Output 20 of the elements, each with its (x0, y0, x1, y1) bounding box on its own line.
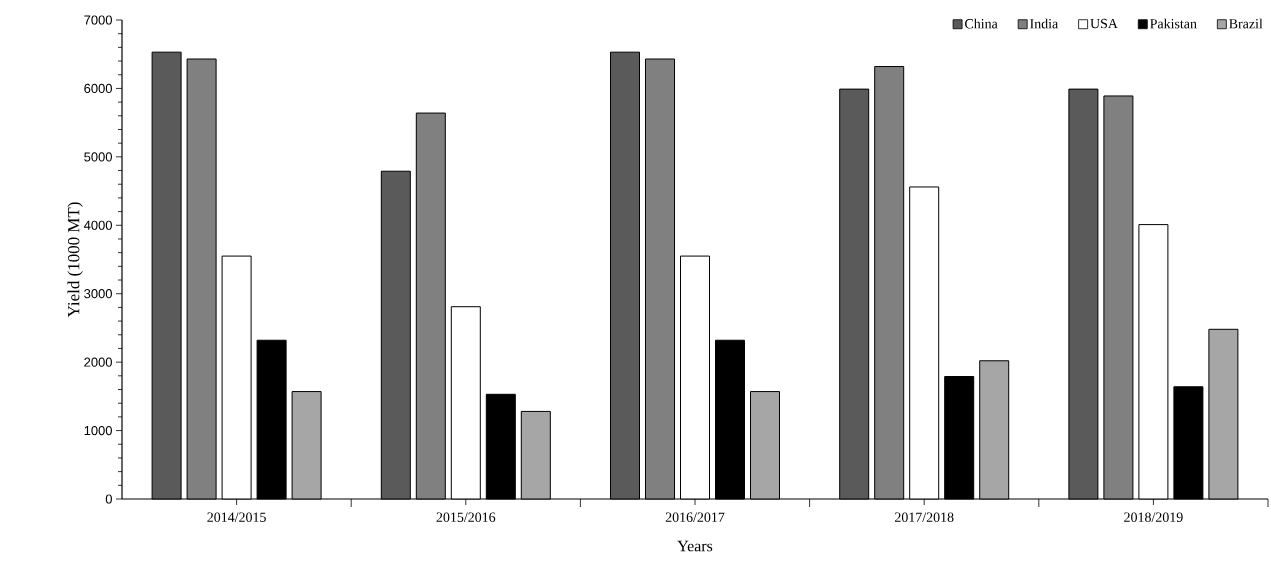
x-tick-label: 2017/2018 (894, 512, 954, 522)
y-tick-label: 7000 (84, 15, 112, 25)
legend-label: India (1030, 18, 1059, 29)
y-tick-label: 4000 (83, 220, 112, 230)
x-tick-label: 2018/2019 (1124, 512, 1183, 522)
y-tick-label: 2000 (84, 357, 112, 367)
y-tick-label: 5000 (84, 152, 112, 162)
y-axis-title: Yield (1000 MT) (67, 202, 83, 318)
legend-label: USA (1090, 18, 1118, 29)
y-tick-label: 3000 (84, 289, 112, 299)
y-tick-label: 6000 (84, 83, 112, 94)
x-tick-label: 2015/2016 (436, 512, 496, 522)
x-axis-title: Years (677, 540, 713, 552)
y-tick-label: 1000 (84, 425, 112, 436)
legend-label: Brazil (1229, 18, 1263, 29)
x-tick-label: 2014/2015 (207, 512, 266, 522)
x-tick-label: 2016/2017 (665, 512, 725, 522)
y-tick-label: 0 (105, 494, 112, 504)
legend-label: China (965, 18, 998, 29)
legend-label: Pakistan (1150, 18, 1197, 29)
